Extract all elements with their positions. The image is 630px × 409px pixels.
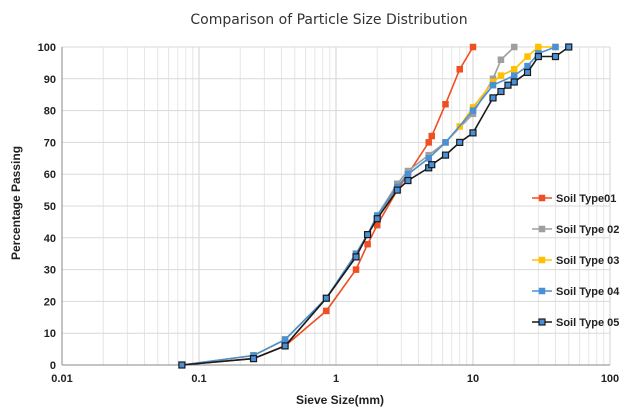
data-point — [441, 151, 450, 159]
data-point — [442, 139, 449, 146]
data-point — [352, 266, 360, 273]
y-axis-label: Percentage Passing — [9, 146, 23, 260]
y-tick-label: 90 — [44, 74, 56, 86]
data-point — [404, 176, 412, 185]
data-point — [497, 56, 505, 63]
data-point — [469, 43, 477, 51]
data-point — [323, 307, 330, 315]
legend-item-soil-type-04[interactable]: Soil Type 04 — [532, 286, 620, 298]
legend-marker — [538, 256, 546, 264]
axes — [61, 47, 610, 366]
y-tick-label: 40 — [44, 233, 56, 245]
series-soil-type01 — [178, 43, 477, 369]
data-point — [565, 43, 573, 51]
legend-label: Soil Type 03 — [556, 255, 619, 267]
data-point — [489, 94, 497, 102]
data-point — [442, 100, 449, 108]
data-point — [523, 68, 532, 77]
y-tick-label: 30 — [44, 265, 56, 277]
data-point — [249, 355, 258, 363]
grid-lines — [61, 46, 611, 366]
series-layer — [178, 43, 573, 369]
data-point — [425, 155, 432, 162]
data-point — [551, 52, 560, 61]
legend-marker — [538, 194, 546, 202]
data-point — [281, 336, 289, 343]
data-point — [428, 132, 436, 140]
y-tick-label: 0 — [50, 360, 56, 372]
y-tick-label: 60 — [44, 169, 56, 181]
y-tick-label: 70 — [44, 137, 56, 149]
data-point — [510, 72, 518, 79]
data-point — [535, 43, 542, 51]
legend-label: Soil Type01 — [556, 193, 616, 205]
data-point — [510, 43, 518, 51]
data-point — [469, 107, 477, 114]
data-point — [552, 43, 559, 51]
y-tick-label: 50 — [44, 201, 56, 213]
x-tick-label: 1 — [333, 373, 339, 385]
data-point — [534, 52, 542, 61]
data-point — [497, 87, 505, 96]
legend-label: Soil Type 02 — [556, 224, 619, 236]
data-point — [504, 81, 512, 89]
data-point — [352, 253, 360, 261]
legend-label: Soil Type 04 — [556, 286, 620, 298]
x-axis-ticks: 0.01 0.1 1 10 100 — [51, 373, 619, 385]
data-point — [393, 186, 401, 194]
data-point — [281, 342, 289, 350]
x-tick-label: 0.01 — [51, 373, 72, 385]
data-point — [363, 231, 372, 239]
legend-marker — [538, 287, 546, 295]
data-point — [178, 361, 186, 369]
data-point — [456, 66, 463, 73]
data-point — [322, 294, 330, 302]
x-tick-label: 100 — [601, 373, 619, 385]
data-point — [373, 215, 381, 223]
y-tick-label: 20 — [44, 296, 56, 308]
data-point — [469, 129, 477, 137]
data-point — [364, 240, 371, 248]
data-point — [404, 170, 412, 178]
data-point — [497, 72, 505, 79]
legend-item-soil-type-02[interactable]: Soil Type 02 — [532, 224, 619, 236]
legend-item-soil-type-03[interactable]: Soil Type 03 — [532, 255, 619, 267]
legend[interactable]: Soil Type01 Soil Type 02 Soil Type 03 Soil … — [532, 193, 620, 329]
data-point — [425, 139, 432, 146]
x-tick-label: 10 — [467, 373, 479, 385]
x-axis-label: Sieve Size(mm) — [296, 393, 384, 407]
data-point — [456, 138, 464, 146]
y-tick-label: 10 — [44, 328, 56, 340]
legend-marker — [538, 318, 546, 326]
series-line — [181, 46, 570, 366]
series-soil-type-05 — [178, 43, 573, 369]
data-point — [510, 78, 518, 86]
data-point — [510, 66, 518, 73]
chart-title: Comparison of Particle Size Distribution — [190, 12, 467, 28]
data-point — [524, 53, 531, 60]
y-tick-label: 80 — [44, 106, 56, 118]
data-point — [489, 81, 497, 89]
legend-item-soil-type-05[interactable]: Soil Type 05 — [532, 317, 619, 329]
data-point — [428, 161, 436, 169]
legend-marker — [538, 225, 546, 233]
series-line — [181, 46, 474, 366]
legend-item-soil-type01[interactable]: Soil Type01 — [532, 193, 616, 205]
legend-label: Soil Type 05 — [556, 317, 619, 329]
x-tick-label: 0.1 — [191, 373, 206, 385]
y-axis-ticks: 0 10 20 30 40 50 60 70 80 90 100 — [38, 42, 56, 372]
y-tick-label: 100 — [38, 42, 56, 54]
